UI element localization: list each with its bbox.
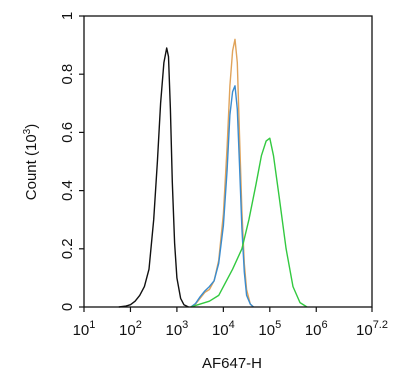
x-tick-label: 105 bbox=[258, 319, 281, 339]
y-axis-title: Count (103) bbox=[22, 124, 40, 200]
plot-area bbox=[118, 38, 308, 308]
histogram-series-1 bbox=[118, 47, 189, 308]
x-axis-title: AF647-H bbox=[202, 355, 262, 372]
x-tick-label: 103 bbox=[165, 319, 188, 339]
histogram-series-3 bbox=[190, 85, 254, 308]
x-tick-label: 104 bbox=[212, 319, 235, 339]
x-tick-label: 102 bbox=[119, 319, 142, 339]
y-tick-label: 0.8 bbox=[59, 64, 76, 85]
y-tick-label: 0.2 bbox=[59, 238, 76, 259]
y-axis-title-text: Count (10 bbox=[23, 134, 40, 200]
y-axis-title-sup: 3 bbox=[22, 128, 33, 134]
y-tick-label: 0 bbox=[59, 303, 76, 311]
plot-frame bbox=[83, 15, 373, 308]
axes: 0 0.2 0.4 0.6 0.8 1 101 102 103 104 105 106 107.2 bbox=[59, 12, 388, 339]
y-tick-label: 0.6 bbox=[59, 122, 76, 143]
y-axis-title-close: ) bbox=[23, 124, 40, 129]
x-tick-label: 107.2 bbox=[356, 319, 388, 339]
y-tick-label: 1 bbox=[59, 12, 76, 20]
y-tick-label: 0.4 bbox=[59, 180, 76, 201]
histogram-series-4 bbox=[190, 137, 308, 308]
x-tick-label: 101 bbox=[73, 319, 96, 339]
x-tick-label: 106 bbox=[305, 319, 328, 339]
